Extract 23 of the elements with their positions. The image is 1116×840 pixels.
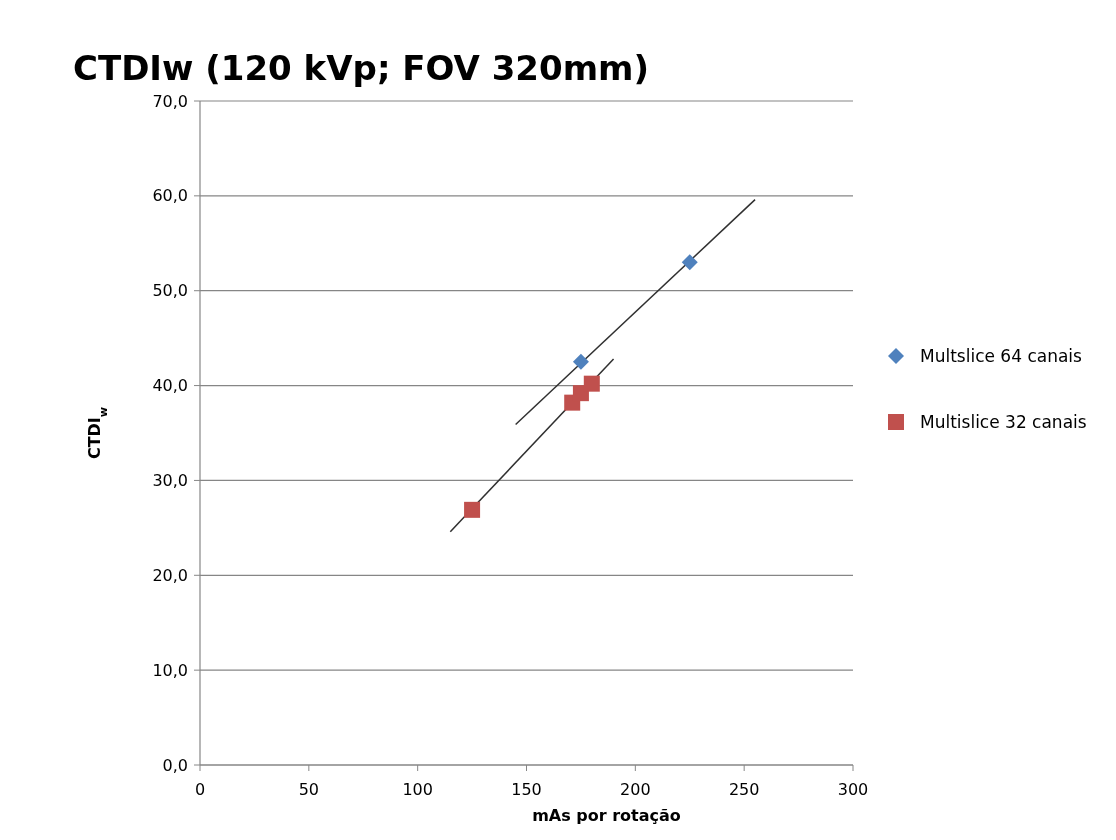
y-tick-label: 30,0 [152,471,188,491]
point [464,501,481,518]
x-tick-label: 0 [194,780,206,799]
x-tick-label: 250 [728,780,760,799]
point [572,353,589,370]
y-tick-label: 40,0 [152,376,188,396]
y-tick-label: 0,0 [162,755,188,775]
legend-label: Multslice 64 canais [920,345,1083,366]
legend-label: Multislice 32 canais [920,411,1087,432]
x-tick-label: 100 [402,780,433,799]
x-tick-label: 50 [298,780,320,799]
chart-title: CTDIw (120 kVp; FOV 320mm) [73,48,650,88]
x-axis-title: mAs por rotação [532,806,681,825]
x-tick-label: 300 [837,780,869,799]
y-tick-label: 60,0 [152,186,188,206]
x-tick-label: 150 [511,780,542,799]
y-tick-label: 50,0 [152,281,188,301]
point [681,254,698,271]
y-tick-label: 70,0 [152,91,188,111]
y-tick-label: 10,0 [152,660,188,680]
x-tick-label: 200 [620,780,651,799]
point [583,375,600,392]
y-tick-label: 20,0 [152,565,188,585]
